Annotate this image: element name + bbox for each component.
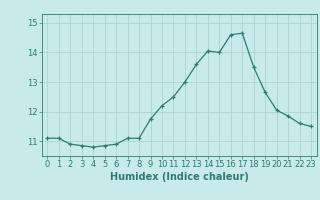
X-axis label: Humidex (Indice chaleur): Humidex (Indice chaleur)	[110, 172, 249, 182]
